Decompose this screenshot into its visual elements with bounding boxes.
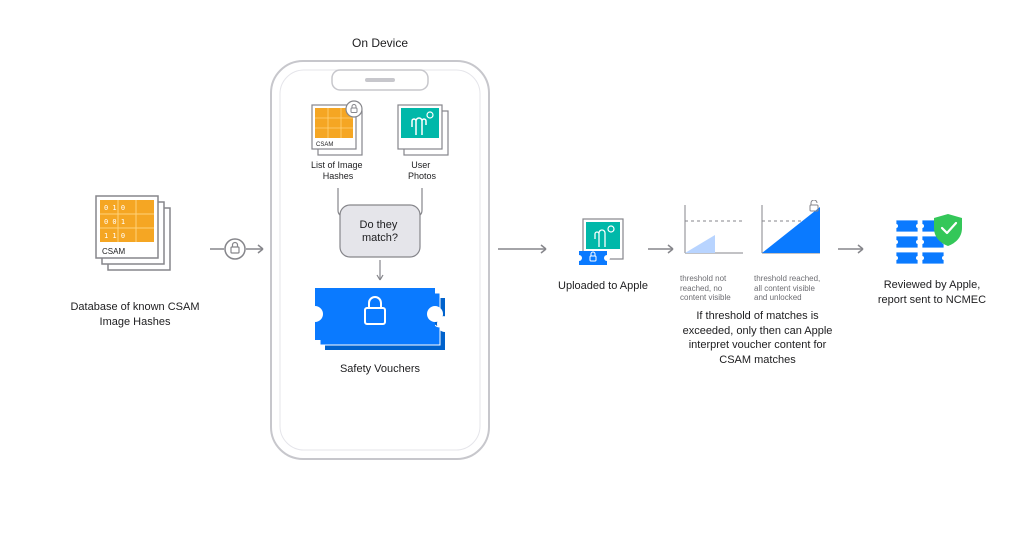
list-hashes-label-1: List of Image bbox=[311, 160, 363, 170]
uploaded-icon bbox=[575, 215, 631, 271]
reviewed-caption: Reviewed by Apple, report sent to NCMEC bbox=[872, 278, 992, 308]
on-device-label: On Device bbox=[270, 36, 490, 50]
arrow-3-icon bbox=[648, 240, 680, 258]
vouchers-label: Safety Vouchers bbox=[340, 363, 421, 375]
threshold-reached-label: threshold reached, all content visible a… bbox=[754, 274, 828, 303]
svg-text:User Photos: User Photos bbox=[408, 160, 437, 181]
phone-icon: CSAM List of Image Hashes User Photos Do… bbox=[270, 60, 490, 460]
uploaded-caption: Uploaded to Apple bbox=[558, 279, 648, 294]
threshold-icon bbox=[680, 200, 835, 270]
svg-text:0 1 0: 0 1 0 bbox=[104, 204, 125, 212]
arrow-1-lock-icon bbox=[210, 238, 270, 260]
svg-text:Do they match?: Do they match? bbox=[360, 219, 401, 244]
threshold-caption: If threshold of matches is exceeded, onl… bbox=[680, 309, 835, 368]
svg-text:CSAM: CSAM bbox=[102, 247, 125, 256]
svg-text:1 1 0: 1 1 0 bbox=[104, 232, 125, 240]
database-caption: Database of known CSAM Image Hashes bbox=[60, 300, 210, 330]
arrow-4-icon bbox=[838, 240, 870, 258]
arrow-2-icon bbox=[498, 240, 554, 258]
threshold-not-label: threshold not reached, no content visibl… bbox=[680, 274, 744, 303]
svg-text:CSAM: CSAM bbox=[316, 142, 333, 148]
stage-uploaded: Uploaded to Apple bbox=[558, 215, 648, 294]
stage-database: 0 1 0 0 0 1 1 1 0 CSAM Database of known… bbox=[60, 180, 210, 330]
reviewed-icon bbox=[892, 210, 972, 270]
stage-threshold: threshold not reached, no content visibl… bbox=[680, 200, 835, 368]
svg-text:0 0 1: 0 0 1 bbox=[104, 218, 125, 226]
database-icon: 0 1 0 0 0 1 1 1 0 CSAM bbox=[80, 180, 190, 290]
list-hashes-label-2: Hashes bbox=[323, 171, 354, 181]
stage-reviewed: Reviewed by Apple, report sent to NCMEC bbox=[872, 210, 992, 308]
